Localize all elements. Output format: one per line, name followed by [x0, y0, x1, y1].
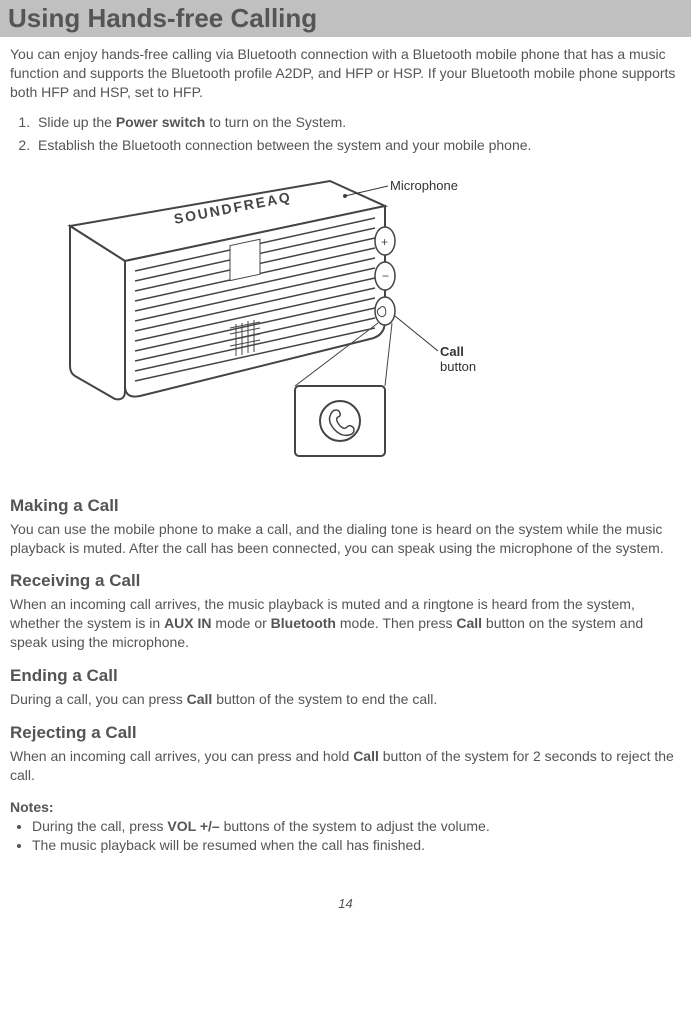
- rejecting-call-body: When an incoming call arrives, you can p…: [10, 747, 681, 785]
- page-number: 14: [10, 896, 681, 911]
- note-1: During the call, press VOL +/– buttons o…: [32, 817, 681, 837]
- note-2: The music playback will be resumed when …: [32, 836, 681, 856]
- call-label-rest: button: [440, 359, 476, 374]
- step-1-post: to turn on the System.: [205, 114, 346, 130]
- svg-text:+: +: [381, 235, 388, 249]
- page-title: Using Hands-free Calling: [8, 3, 683, 34]
- ending-call-heading: Ending a Call: [10, 666, 681, 686]
- call-label-bold: Call: [440, 344, 464, 359]
- microphone-label: Microphone: [390, 178, 458, 193]
- receiving-call-body: When an incoming call arrives, the music…: [10, 595, 681, 652]
- notes-list: During the call, press VOL +/– buttons o…: [10, 817, 681, 856]
- intro-paragraph: You can enjoy hands-free calling via Blu…: [10, 45, 681, 102]
- ending-call-body: During a call, you can press Call button…: [10, 690, 681, 709]
- rejecting-call-heading: Rejecting a Call: [10, 723, 681, 743]
- step-1: Slide up the Power switch to turn on the…: [34, 112, 681, 133]
- title-bar: Using Hands-free Calling: [0, 0, 691, 37]
- device-illustration: SOUNDFREAQ + −: [40, 166, 560, 466]
- svg-text:−: −: [382, 269, 389, 283]
- step-1-pre: Slide up the: [38, 114, 116, 130]
- receiving-call-heading: Receiving a Call: [10, 571, 681, 591]
- notes-heading: Notes:: [10, 799, 681, 815]
- making-call-body: You can use the mobile phone to make a c…: [10, 520, 681, 558]
- step-1-bold: Power switch: [116, 114, 205, 130]
- making-call-heading: Making a Call: [10, 496, 681, 516]
- call-button-label: Call button: [440, 344, 476, 375]
- step-2: Establish the Bluetooth connection betwe…: [34, 135, 681, 156]
- manual-page: Using Hands-free Calling You can enjoy h…: [0, 0, 691, 931]
- device-figure: SOUNDFREAQ + − Micr: [40, 166, 560, 466]
- step-2-pre: Establish the Bluetooth connection betwe…: [38, 137, 531, 153]
- steps-list: Slide up the Power switch to turn on the…: [10, 112, 681, 156]
